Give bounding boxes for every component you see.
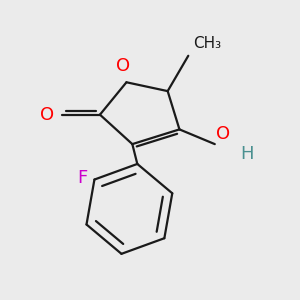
Text: O: O xyxy=(40,106,54,124)
Text: CH₃: CH₃ xyxy=(193,36,221,51)
Text: O: O xyxy=(216,124,230,142)
Text: F: F xyxy=(77,169,87,187)
Text: H: H xyxy=(240,146,253,164)
Text: O: O xyxy=(116,57,130,75)
